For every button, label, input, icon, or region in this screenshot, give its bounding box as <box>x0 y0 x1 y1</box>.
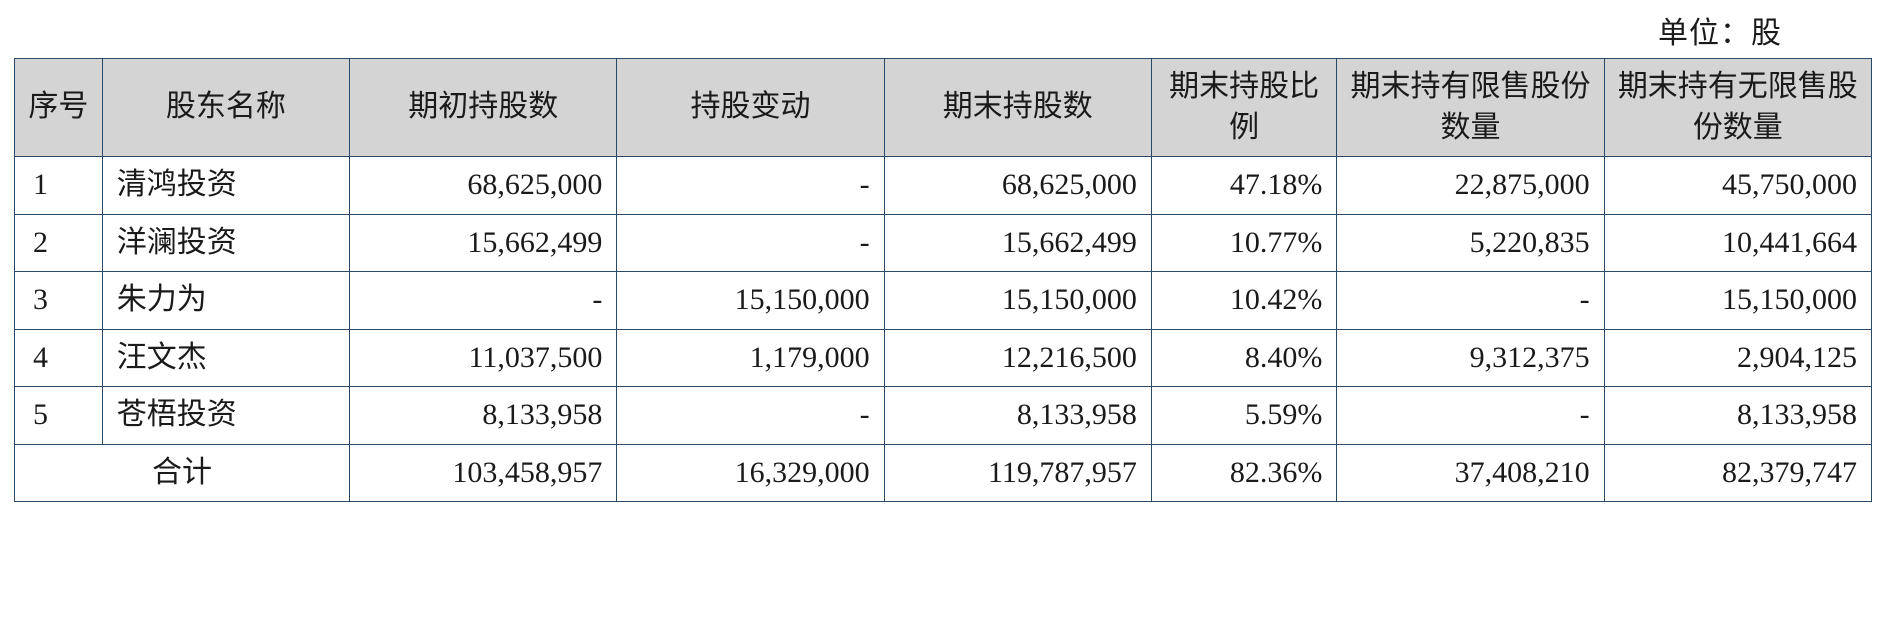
col-unres: 期末持有无限售股份数量 <box>1604 59 1871 157</box>
total-pct: 82.36% <box>1151 444 1336 502</box>
col-name: 股东名称 <box>102 59 349 157</box>
cell-end: 8,133,958 <box>884 387 1151 445</box>
cell-start: 11,037,500 <box>350 329 617 387</box>
cell-res: 22,875,000 <box>1337 157 1604 215</box>
cell-res: 5,220,835 <box>1337 214 1604 272</box>
table-row: 3 朱力为 - 15,150,000 15,150,000 10.42% - 1… <box>15 272 1872 330</box>
cell-chg: - <box>617 214 884 272</box>
table-row: 4 汪文杰 11,037,500 1,179,000 12,216,500 8.… <box>15 329 1872 387</box>
cell-chg: 15,150,000 <box>617 272 884 330</box>
total-chg: 16,329,000 <box>617 444 884 502</box>
cell-end: 12,216,500 <box>884 329 1151 387</box>
table-row: 1 清鸿投资 68,625,000 - 68,625,000 47.18% 22… <box>15 157 1872 215</box>
cell-idx: 1 <box>15 157 103 215</box>
cell-idx: 4 <box>15 329 103 387</box>
cell-pct: 8.40% <box>1151 329 1336 387</box>
cell-start: - <box>350 272 617 330</box>
unit-label: 单位：股 <box>14 8 1872 58</box>
col-chg: 持股变动 <box>617 59 884 157</box>
cell-res: - <box>1337 272 1604 330</box>
cell-name: 洋澜投资 <box>102 214 349 272</box>
cell-name: 朱力为 <box>102 272 349 330</box>
table-row: 2 洋澜投资 15,662,499 - 15,662,499 10.77% 5,… <box>15 214 1872 272</box>
col-res: 期末持有限售股份数量 <box>1337 59 1604 157</box>
cell-unres: 2,904,125 <box>1604 329 1871 387</box>
cell-unres: 8,133,958 <box>1604 387 1871 445</box>
cell-end: 15,150,000 <box>884 272 1151 330</box>
cell-start: 15,662,499 <box>350 214 617 272</box>
cell-pct: 47.18% <box>1151 157 1336 215</box>
cell-chg: - <box>617 387 884 445</box>
cell-end: 15,662,499 <box>884 214 1151 272</box>
table-header-row: 序号 股东名称 期初持股数 持股变动 期末持股数 期末持股比例 期末持有限售股份… <box>15 59 1872 157</box>
col-idx: 序号 <box>15 59 103 157</box>
col-pct: 期末持股比例 <box>1151 59 1336 157</box>
cell-idx: 5 <box>15 387 103 445</box>
cell-chg: - <box>617 157 884 215</box>
cell-idx: 2 <box>15 214 103 272</box>
cell-res: 9,312,375 <box>1337 329 1604 387</box>
total-label: 合计 <box>15 444 350 502</box>
table-row: 5 苍梧投资 8,133,958 - 8,133,958 5.59% - 8,1… <box>15 387 1872 445</box>
shareholder-table: 序号 股东名称 期初持股数 持股变动 期末持股数 期末持股比例 期末持有限售股份… <box>14 58 1872 502</box>
cell-res: - <box>1337 387 1604 445</box>
cell-unres: 15,150,000 <box>1604 272 1871 330</box>
cell-idx: 3 <box>15 272 103 330</box>
total-unres: 82,379,747 <box>1604 444 1871 502</box>
cell-pct: 10.42% <box>1151 272 1336 330</box>
cell-end: 68,625,000 <box>884 157 1151 215</box>
cell-pct: 5.59% <box>1151 387 1336 445</box>
cell-start: 68,625,000 <box>350 157 617 215</box>
table-body: 1 清鸿投资 68,625,000 - 68,625,000 47.18% 22… <box>15 157 1872 502</box>
cell-unres: 10,441,664 <box>1604 214 1871 272</box>
total-end: 119,787,957 <box>884 444 1151 502</box>
col-end: 期末持股数 <box>884 59 1151 157</box>
cell-name: 清鸿投资 <box>102 157 349 215</box>
cell-name: 汪文杰 <box>102 329 349 387</box>
total-start: 103,458,957 <box>350 444 617 502</box>
cell-unres: 45,750,000 <box>1604 157 1871 215</box>
cell-chg: 1,179,000 <box>617 329 884 387</box>
cell-start: 8,133,958 <box>350 387 617 445</box>
total-res: 37,408,210 <box>1337 444 1604 502</box>
cell-name: 苍梧投资 <box>102 387 349 445</box>
cell-pct: 10.77% <box>1151 214 1336 272</box>
col-start: 期初持股数 <box>350 59 617 157</box>
table-total-row: 合计 103,458,957 16,329,000 119,787,957 82… <box>15 444 1872 502</box>
